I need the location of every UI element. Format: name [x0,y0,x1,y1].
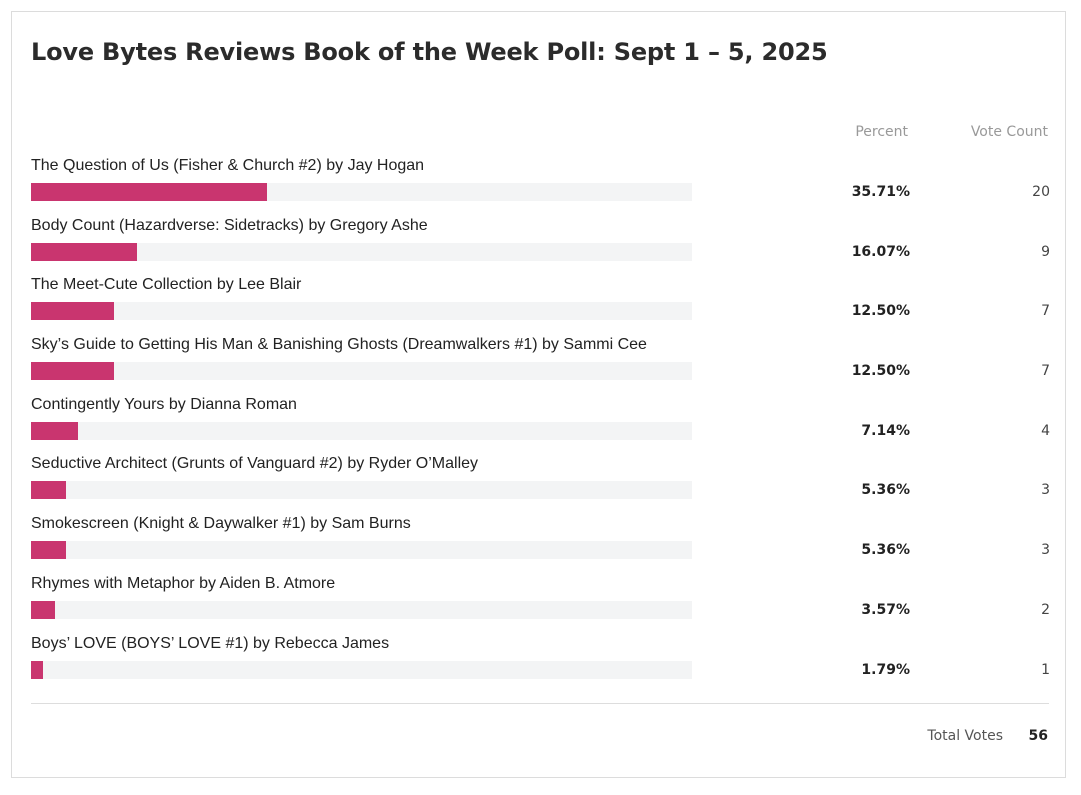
poll-bar-track [31,541,692,560]
poll-option-label: The Question of Us (Fisher & Church #2) … [31,157,425,174]
poll-bar-fill [31,242,138,261]
poll-bar-fill [31,421,79,440]
poll-option-vote-count: 9 [1041,243,1050,260]
total-votes-label: Total Votes [927,728,1003,744]
poll-bar-track [31,481,692,500]
poll-bar-track [31,600,692,619]
poll-option-label: Contingently Yours by Dianna Roman [31,395,297,413]
poll-bar-fill [31,600,55,619]
poll-option-vote-count: 3 [1041,482,1050,499]
poll-option-percent: 7.14% [861,422,910,439]
poll-title: Love Bytes Reviews Book of the Week Poll… [31,38,828,66]
results-divider [31,703,1049,704]
poll-results-list: The Question of Us (Fisher & Church #2) … [31,156,1050,694]
poll-option-row: The Meet-Cute Collection by Lee Blair 12.… [31,275,1050,335]
poll-bar-fill [31,660,43,679]
poll-bar-track [31,421,692,440]
poll-bar-track [31,362,692,381]
poll-option-label: Smokescreen (Knight & Daywalker #1) by S… [31,515,411,533]
poll-option-percent: 1.79% [861,661,910,678]
poll-bar-track [31,302,692,321]
poll-option-label: Rhymes with Metaphor by Aiden B. Atmore [31,574,336,592]
percent-column-header: Percent [855,124,908,140]
poll-bar-track [31,660,692,679]
poll-bar-track [31,242,692,261]
poll-option-vote-count: 7 [1041,303,1050,320]
poll-bar-fill [31,362,114,381]
poll-option-row: The Question of Us (Fisher & Church #2) … [31,156,1050,216]
poll-option-percent: 3.57% [861,601,910,618]
poll-option-row: Seductive Architect (Grunts of Vanguard … [31,454,1050,514]
poll-option-percent: 35.71% [851,184,910,200]
poll-bar-fill [31,302,114,321]
poll-option-row: Body Count (Hazardverse: Sidetracks) by … [31,216,1050,276]
poll-option-percent: 12.50% [851,303,910,320]
poll-bar-track [31,183,692,201]
poll-option-percent: 5.36% [861,482,910,499]
poll-option-vote-count: 7 [1041,363,1050,380]
total-votes-value: 56 [1028,728,1048,744]
poll-bar-fill [31,541,67,560]
poll-option-percent: 5.36% [861,542,910,559]
poll-option-vote-count: 20 [1032,184,1050,200]
poll-option-percent: 12.50% [851,363,910,380]
poll-results-card: Love Bytes Reviews Book of the Week Poll… [11,11,1066,778]
poll-option-label: Seductive Architect (Grunts of Vanguard … [31,455,479,473]
poll-option-vote-count: 4 [1041,422,1050,439]
poll-bar-fill [31,183,268,201]
poll-option-vote-count: 2 [1041,601,1050,618]
poll-bar-fill [31,481,67,500]
poll-option-label: The Meet-Cute Collection by Lee Blair [31,276,302,294]
poll-option-row: Sky’s Guide to Getting His Man & Banishi… [31,335,1050,395]
poll-option-row: Rhymes with Metaphor by Aiden B. Atmore 3… [31,574,1050,634]
poll-option-row: Smokescreen (Knight & Daywalker #1) by S… [31,514,1050,574]
poll-option-label: Boys’ LOVE (BOYS’ LOVE #1) by Rebecca Ja… [31,634,390,652]
poll-option-percent: 16.07% [851,243,910,260]
poll-option-row: Contingently Yours by Dianna Roman 7.14% 4 [31,395,1050,455]
poll-option-label: Sky’s Guide to Getting His Man & Banishi… [31,336,647,354]
vote-count-column-header: Vote Count [970,124,1048,140]
poll-option-row: Boys’ LOVE (BOYS’ LOVE #1) by Rebecca Ja… [31,634,1050,694]
poll-option-vote-count: 3 [1041,542,1050,559]
poll-option-vote-count: 1 [1041,661,1050,678]
poll-option-label: Body Count (Hazardverse: Sidetracks) by … [31,216,428,234]
